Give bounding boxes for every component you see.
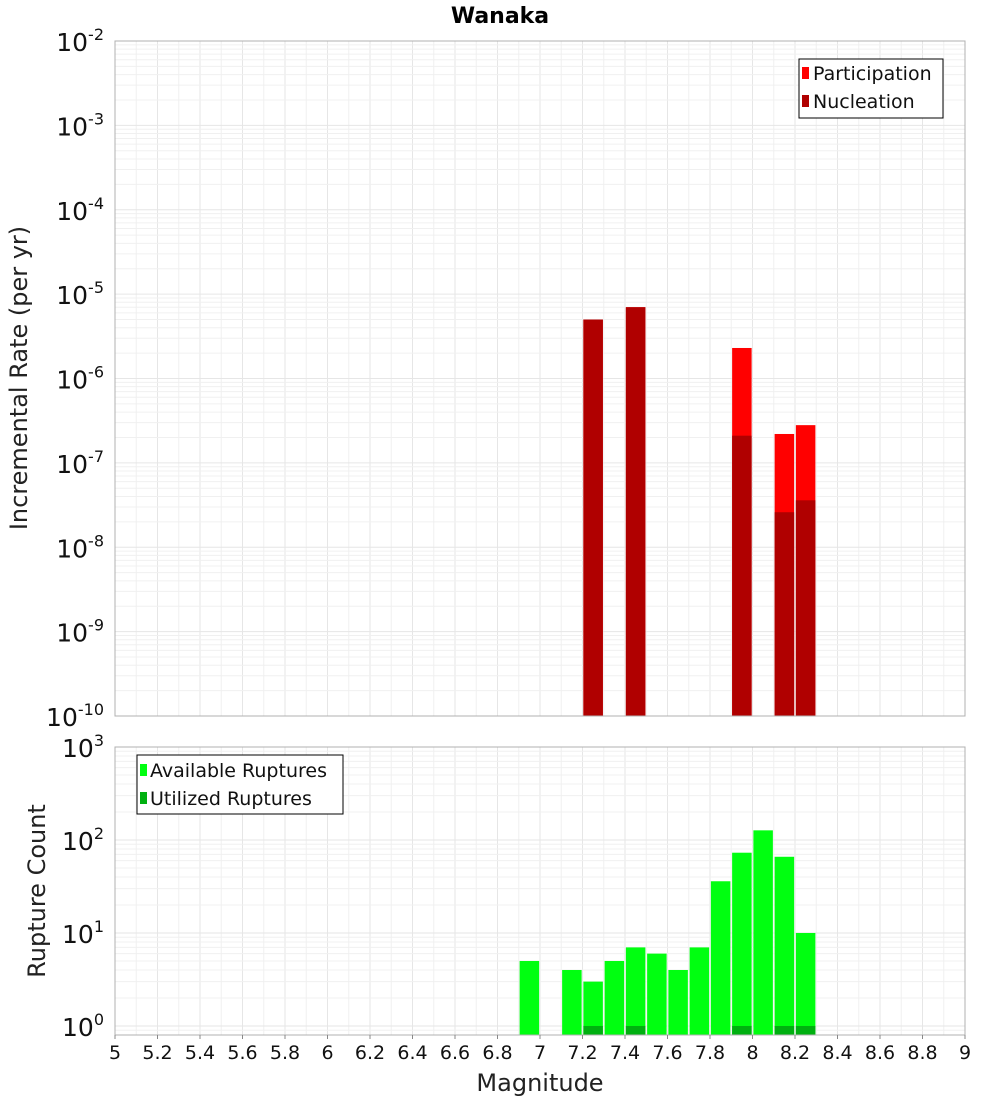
bottom-bar-available <box>753 830 773 1035</box>
bottom-bar-available <box>583 981 603 1035</box>
bottom-y-tick-label: 102 <box>62 824 104 856</box>
bottom-bar-utilized <box>795 1025 816 1035</box>
x-axis-label: Magnitude <box>476 1069 603 1097</box>
top-y-tick-label: 10-2 <box>56 25 104 57</box>
top-y-tick-label: 10-4 <box>56 194 104 226</box>
top-plot-frame <box>114 40 966 717</box>
x-tick-label: 6.2 <box>355 1042 385 1064</box>
top-bar-nucleation <box>795 500 816 716</box>
bottom-y-tick-label: 100 <box>62 1010 104 1042</box>
bottom-bar-utilized <box>583 1025 603 1035</box>
top-y-tick-label: 10-6 <box>56 363 104 395</box>
legend-swatch-available <box>140 764 147 776</box>
bottom-bar-available <box>689 947 710 1035</box>
x-tick-label: 8.6 <box>865 1042 895 1064</box>
bottom-y-axis-label: Rupture Count <box>23 804 51 978</box>
top-plot: 10-10 10-9 10-8 10-7 10-6 10-5 10-4 10-3 10-2 In… <box>5 25 966 732</box>
top-y-tick-label: 10-9 <box>56 616 104 648</box>
bottom-bar-available <box>562 969 582 1035</box>
x-tick-label: 6.6 <box>440 1042 470 1064</box>
top-y-tick-label: 10-10 <box>46 700 104 732</box>
x-tick-label: 7.6 <box>652 1042 682 1064</box>
bottom-bar-available <box>647 953 667 1035</box>
x-tick-label: 7.4 <box>610 1042 640 1064</box>
bottom-bar-available <box>604 960 625 1035</box>
top-y-tick-label: 10-7 <box>56 447 104 479</box>
chart-title: Wanaka <box>451 4 549 29</box>
bottom-bar-utilized <box>732 1025 752 1035</box>
legend-swatch-utilized <box>140 792 147 804</box>
bottom-y-tick-label: 103 <box>62 731 104 763</box>
top-y-axis-label: Incremental Rate (per yr) <box>5 226 33 530</box>
top-bar-nucleation <box>732 435 752 716</box>
x-tick-label: 9 <box>959 1042 971 1064</box>
x-tick-label: 5.6 <box>227 1042 257 1064</box>
top-plot-grid <box>114 40 966 717</box>
top-y-tick-label: 10-5 <box>56 278 104 310</box>
x-tick-label: 8 <box>746 1042 758 1064</box>
legend-label-participation: Participation <box>813 63 932 85</box>
bottom-bar-available <box>732 852 752 1035</box>
bottom-bar-available <box>519 960 540 1035</box>
x-tick-label: 7 <box>534 1042 546 1064</box>
bottom-bar-available <box>774 856 795 1035</box>
bottom-bar-available <box>710 881 731 1035</box>
x-tick-label: 6 <box>321 1042 333 1064</box>
x-tick-label: 5.8 <box>270 1042 300 1064</box>
bottom-bar-available <box>625 947 646 1035</box>
top-y-tick-label: 10-3 <box>56 109 104 141</box>
top-bar-nucleation <box>774 512 795 716</box>
bottom-plot: 100 101 102 103 5 5.2 5.4 5.6 5.8 6 6.2 6.4 6.6 6.8 7… <box>23 731 971 1097</box>
top-plot-y-ticks: 10-10 10-9 10-8 10-7 10-6 10-5 10-4 10-3 10-2 <box>46 25 104 732</box>
legend-swatch-nucleation <box>802 95 809 107</box>
top-bar-nucleation <box>625 307 646 716</box>
x-tick-label: 8.4 <box>822 1042 852 1064</box>
legend-label-nucleation: Nucleation <box>813 91 915 113</box>
bottom-legend[interactable]: Available Ruptures Utilized Ruptures <box>136 754 344 815</box>
legend-label-available: Available Ruptures <box>150 760 327 782</box>
x-tick-label: 6.8 <box>482 1042 512 1064</box>
x-tick-label: 7.8 <box>695 1042 725 1064</box>
x-tick-label: 7.2 <box>567 1042 597 1064</box>
legend-label-utilized: Utilized Ruptures <box>150 788 312 810</box>
x-tick-label: 6.4 <box>397 1042 427 1064</box>
x-tick-label: 8.8 <box>907 1042 937 1064</box>
x-tick-label: 5.4 <box>185 1042 215 1064</box>
x-axis-ticks: 5 5.2 5.4 5.6 5.8 6 6.2 6.4 6.6 6.8 7 7.2 7.4 7.6 7.8 8… <box>109 1035 971 1064</box>
legend-swatch-participation <box>802 67 809 79</box>
bottom-bar-available <box>795 932 816 1035</box>
bottom-y-tick-label: 101 <box>62 917 104 949</box>
bottom-plot-bars <box>519 830 816 1035</box>
top-bar-nucleation <box>583 319 603 716</box>
top-y-tick-label: 10-8 <box>56 531 104 563</box>
bottom-bar-utilized <box>625 1025 646 1035</box>
bottom-plot-y-ticks: 100 101 102 103 <box>62 731 104 1042</box>
x-tick-label: 8.2 <box>780 1042 810 1064</box>
top-legend-box <box>798 58 944 119</box>
top-legend[interactable]: Participation Nucleation <box>798 58 944 119</box>
bottom-legend-box <box>136 754 344 815</box>
x-tick-label: 5 <box>109 1042 121 1064</box>
top-plot-bars <box>583 307 816 716</box>
bottom-bar-utilized <box>774 1025 795 1035</box>
x-tick-label: 5.2 <box>142 1042 172 1064</box>
bottom-bar-available <box>668 969 688 1035</box>
